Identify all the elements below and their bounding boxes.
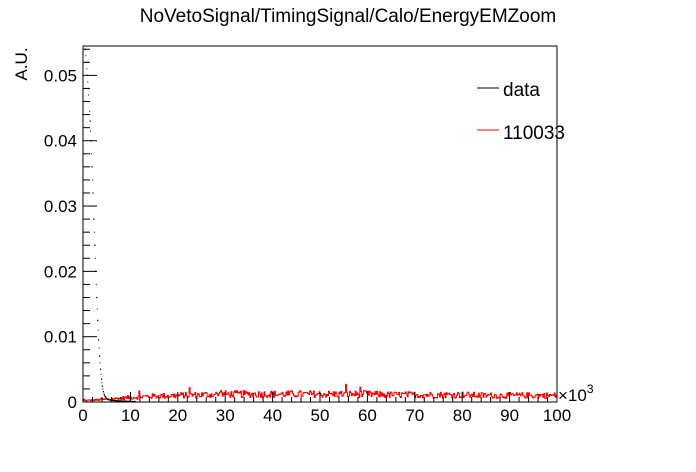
- x-tick-label: 70: [405, 406, 424, 425]
- data-point: [105, 396, 107, 398]
- data-point: [102, 388, 104, 390]
- y-axis-label: A.U.: [12, 47, 31, 80]
- x-tick-label: 40: [263, 406, 282, 425]
- data-point: [104, 395, 106, 397]
- x-axis-multiplier-base: ×10: [558, 386, 587, 405]
- data-point: [99, 355, 101, 357]
- data-point: [91, 153, 93, 155]
- data-point: [100, 368, 102, 370]
- data-point: [97, 319, 99, 321]
- x-tick-label: 90: [500, 406, 519, 425]
- x-axis: 0 10 20 30 40 50 60 70 80 90 100: [78, 392, 571, 425]
- data-point: [85, 55, 87, 57]
- data-point: [100, 373, 102, 375]
- data-point: [96, 308, 98, 310]
- data-point: [93, 218, 95, 220]
- data-point: [98, 347, 100, 349]
- data-point: [104, 396, 106, 398]
- data-point: [95, 283, 97, 285]
- data-point: [92, 192, 94, 194]
- y-tick-label: 0: [68, 393, 77, 412]
- x-tick-label: 10: [121, 406, 140, 425]
- x-tick-label: 0: [78, 406, 87, 425]
- x-tick-label: 50: [311, 406, 330, 425]
- y-tick-label: 0.03: [44, 197, 77, 216]
- data-point: [102, 391, 104, 393]
- y-tick-label: 0.01: [44, 328, 77, 347]
- data-point: [103, 392, 105, 394]
- series-110033-histogram: [82, 383, 557, 402]
- data-point: [101, 385, 103, 387]
- data-point: [94, 257, 96, 259]
- data-point: [87, 81, 89, 83]
- x-axis-multiplier: ×103: [558, 382, 594, 405]
- x-tick-label: 20: [168, 406, 187, 425]
- data-point: [89, 110, 91, 112]
- data-point: [88, 94, 90, 96]
- series-layer: [82, 48, 557, 403]
- legend-label-data: data: [503, 80, 540, 101]
- data-point: [89, 120, 91, 122]
- y-tick-label: 0.02: [44, 262, 77, 281]
- data-point: [86, 68, 88, 70]
- data-point: [99, 362, 101, 364]
- data-point: [91, 166, 93, 168]
- data-point: [101, 382, 103, 384]
- data-point: [97, 329, 99, 331]
- x-tick-label: 30: [216, 406, 235, 425]
- y-tick-label: 0.05: [44, 66, 77, 85]
- data-point: [91, 179, 93, 181]
- x-axis-multiplier-exponent: 3: [587, 382, 594, 396]
- chart-title: NoVetoSignal/TimingSignal/Calo/EnergyEMZ…: [140, 6, 556, 27]
- data-point: [90, 130, 92, 132]
- data-point: [134, 400, 136, 402]
- data-point: [100, 378, 102, 380]
- x-tick-label: 60: [358, 406, 377, 425]
- y-axis: 0 0.01 0.02 0.03 0.04 0.05: [44, 48, 97, 412]
- y-tick-label: 0.04: [44, 132, 77, 151]
- data-point: [98, 339, 100, 341]
- data-point: [93, 231, 95, 233]
- data-point: [94, 244, 96, 246]
- x-tick-label: 80: [453, 406, 472, 425]
- x-tick-label: 100: [543, 406, 571, 425]
- data-point: [96, 296, 98, 298]
- legend: data 110033: [477, 80, 565, 144]
- data-point: [103, 394, 105, 396]
- legend-label-110033: 110033: [503, 123, 565, 144]
